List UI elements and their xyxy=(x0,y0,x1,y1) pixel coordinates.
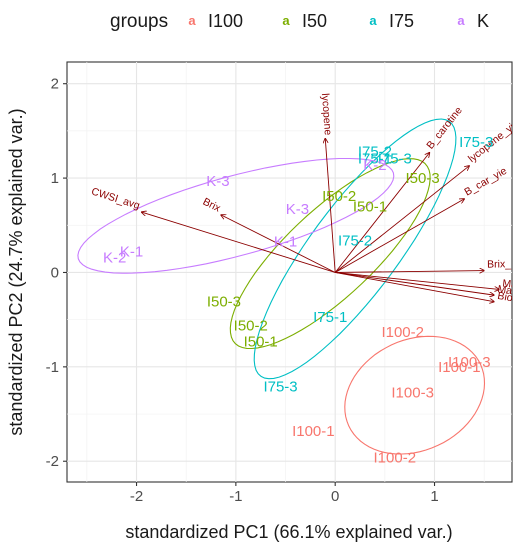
point-i75: I75-1 xyxy=(313,309,347,326)
ellipse-i75 xyxy=(253,118,457,380)
group-ellipses xyxy=(77,118,486,455)
point-k: K-1 xyxy=(120,244,143,261)
point-i50: I50-3 xyxy=(207,294,241,311)
legend-label-i100: I100 xyxy=(208,11,243,31)
point-k: K-3 xyxy=(206,173,229,190)
y-tick-label: 2 xyxy=(51,76,59,93)
point-i50: I50-2 xyxy=(234,317,268,334)
ellipse-i100 xyxy=(344,335,486,455)
grid-lines xyxy=(67,62,512,482)
point-k: K-1 xyxy=(274,233,297,250)
vector-label: Brix_ xyxy=(487,258,511,270)
vector-cwsi_avg xyxy=(141,212,336,273)
vector-bioma xyxy=(335,272,494,301)
point-i50: I50-2 xyxy=(322,188,356,205)
vector-ma xyxy=(335,272,494,295)
vector-b_car_yie xyxy=(334,199,464,273)
point-i50: I50-1 xyxy=(244,333,278,350)
legend-key-k: a xyxy=(457,13,465,28)
point-i75: I75-3 xyxy=(378,150,412,167)
y-tick-label: -2 xyxy=(46,453,59,470)
x-tick-label: -2 xyxy=(130,488,143,505)
y-tick-label: -1 xyxy=(46,359,59,376)
vector-label: lycopene xyxy=(319,93,334,136)
point-k: K-2 xyxy=(103,249,126,266)
legend-key-i75: a xyxy=(369,13,377,28)
point-i75: I75-1 xyxy=(358,150,392,167)
x-axis-title: standardized PC1 (66.1% explained var.) xyxy=(125,522,452,542)
point-i100: I100-2 xyxy=(374,449,417,466)
point-i75: I75-3 xyxy=(459,134,493,151)
ellipse-i50 xyxy=(229,158,431,350)
vector-brix_ xyxy=(335,271,484,273)
ellipse-k xyxy=(77,157,395,274)
point-i75: I75-3 xyxy=(263,379,297,396)
point-i75: I75-2 xyxy=(358,144,392,161)
vector-label: Mat xyxy=(502,278,521,292)
legend-key-i100: a xyxy=(188,13,196,28)
vector-mat xyxy=(335,272,499,289)
legend: groups a I100 a I50 a I75 a K xyxy=(110,11,489,32)
point-labels: I100-2I100-3I100-1I100-3I100-1I100-2I50-… xyxy=(103,134,493,466)
legend-label-i50: I50 xyxy=(302,11,327,31)
y-tick-label: 1 xyxy=(51,170,59,187)
legend-label-i75: I75 xyxy=(389,11,414,31)
legend-label-k: K xyxy=(477,11,489,31)
point-i100: I100-1 xyxy=(292,423,335,440)
vector-lycopene_yie xyxy=(334,166,469,273)
vector-b_carotine xyxy=(334,153,429,273)
y-tick-label: 0 xyxy=(51,264,59,281)
x-tick-label: 0 xyxy=(331,488,339,505)
point-k: K-3 xyxy=(286,201,309,218)
point-i100: I100-1 xyxy=(438,359,481,376)
axis-ticks: -2 -1 0 1 -2 -1 0 1 2 xyxy=(46,76,439,505)
point-i100: I100-2 xyxy=(381,324,424,341)
vector-label: Ma xyxy=(497,283,513,297)
point-i50: I50-1 xyxy=(353,198,387,215)
point-i50: I50-3 xyxy=(406,170,440,187)
point-i100: I100-3 xyxy=(391,384,434,401)
point-k: K-2 xyxy=(363,157,386,174)
legend-key-i50: a xyxy=(282,13,290,28)
x-tick-label: -1 xyxy=(229,488,242,505)
vector-brix xyxy=(221,215,336,273)
y-axis-title: standardized PC2 (24.7% explained var.) xyxy=(6,108,26,435)
point-i75: I75-2 xyxy=(338,232,372,249)
legend-title: groups xyxy=(110,11,168,32)
x-tick-label: 1 xyxy=(430,488,438,505)
vector-lycopene xyxy=(325,138,336,273)
point-i100: I100-3 xyxy=(448,354,491,371)
